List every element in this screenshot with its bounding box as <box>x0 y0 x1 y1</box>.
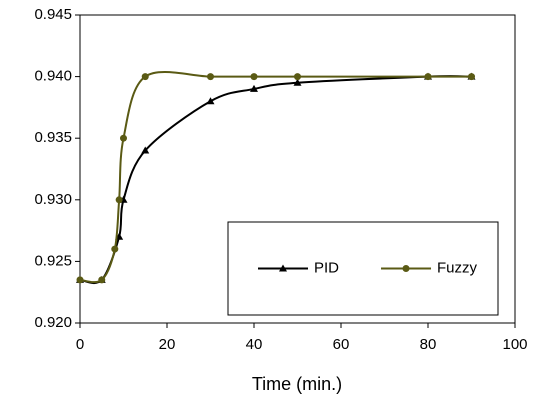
marker <box>206 97 215 105</box>
x-tick-label: 40 <box>246 336 263 353</box>
marker <box>250 73 258 81</box>
series-line <box>79 71 472 284</box>
legend-marker <box>279 264 287 272</box>
marker <box>111 245 119 253</box>
marker <box>141 73 149 81</box>
marker <box>250 84 258 92</box>
x-tick-label: 60 <box>333 336 350 353</box>
x-tick-label: 0 <box>76 336 84 353</box>
marker <box>76 276 84 284</box>
y-tick-label: 0.945 <box>34 6 72 23</box>
y-tick-label: 0.930 <box>34 191 72 208</box>
x-tick-label: 100 <box>502 336 527 353</box>
plot-frame <box>79 14 516 324</box>
x-axis-title: Time (min.) <box>252 374 342 394</box>
marker <box>120 134 127 142</box>
marker <box>141 146 150 154</box>
legend-label: PID <box>314 259 339 276</box>
marker <box>468 73 475 81</box>
legend-label: Fuzzy <box>437 259 478 276</box>
x-tick-label: 80 <box>420 336 437 353</box>
marker <box>98 276 106 284</box>
x-tick-label: 20 <box>159 336 176 353</box>
marker <box>424 73 432 81</box>
marker <box>115 196 123 204</box>
marker <box>294 73 301 81</box>
legend-marker <box>402 265 410 272</box>
y-tick-label: 0.920 <box>34 314 72 331</box>
y-tick-label: 0.940 <box>34 68 72 85</box>
marker <box>293 78 302 86</box>
y-tick-label: 0.935 <box>34 129 72 146</box>
y-tick-label: 0.925 <box>34 252 72 269</box>
marker <box>207 73 214 81</box>
